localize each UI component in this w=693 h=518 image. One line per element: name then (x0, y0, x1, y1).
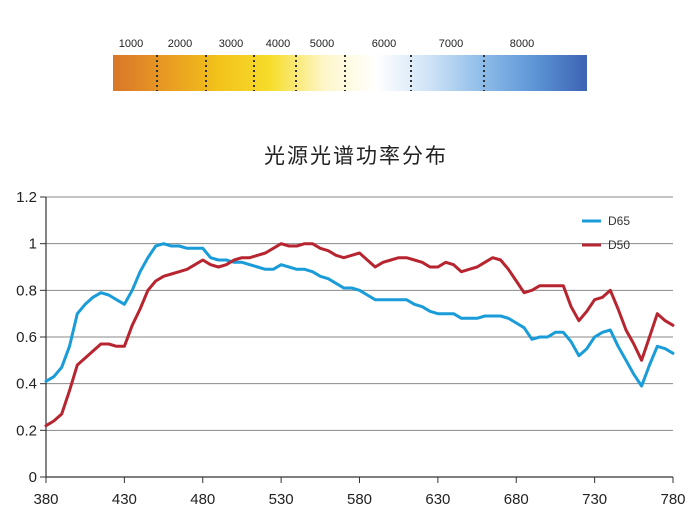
axes (40, 196, 674, 483)
legend-label-d50: D50 (608, 238, 630, 252)
x-tick-label: 480 (190, 491, 215, 508)
y-tick-label: 1 (29, 236, 37, 253)
x-tick-label: 380 (33, 491, 58, 508)
series-line-d50 (44, 242, 675, 428)
color-temperature-bar (113, 55, 587, 91)
x-tick-label: 430 (112, 491, 137, 508)
scale-label: 2000 (168, 38, 192, 50)
scale-label: 8000 (510, 38, 534, 50)
color-temperature-scale: 1000 2000 3000 4000 5000 6000 7000 8000 (113, 38, 587, 91)
y-tick-label: 0.2 (16, 422, 37, 439)
tick-labels: 0 0.2 0.4 0.6 0.8 1 1.2 380 430 480 530 580 630 680 73… (16, 189, 685, 508)
y-tick-label: 0.4 (16, 376, 37, 393)
series-line-d65 (44, 242, 675, 388)
series-lines (44, 242, 675, 428)
x-tick-label: 730 (582, 491, 607, 508)
x-tick-label: 780 (660, 491, 685, 508)
scale-label: 1000 (119, 38, 143, 50)
x-tick-label: 530 (269, 491, 294, 508)
scale-label: 4000 (266, 38, 290, 50)
legend: D65 D50 (582, 214, 630, 252)
scale-label: 3000 (219, 38, 243, 50)
y-tick-label: 0.6 (16, 329, 37, 346)
scale-label: 7000 (439, 38, 463, 50)
y-tick-label: 1.2 (16, 189, 37, 206)
x-tick-label: 580 (347, 491, 372, 508)
y-tick-label: 0 (29, 469, 37, 486)
chart-title: 光源光谱功率分布 (264, 144, 448, 168)
scale-label: 5000 (310, 38, 334, 50)
legend-label-d65: D65 (608, 214, 630, 228)
scale-dividers (156, 55, 485, 91)
scale-label: 6000 (372, 38, 396, 50)
x-tick-label: 680 (504, 491, 529, 508)
y-tick-label: 0.8 (16, 282, 37, 299)
gridlines (46, 196, 673, 431)
scale-labels: 1000 2000 3000 4000 5000 6000 7000 8000 (119, 38, 534, 50)
x-tick-label: 630 (425, 491, 450, 508)
